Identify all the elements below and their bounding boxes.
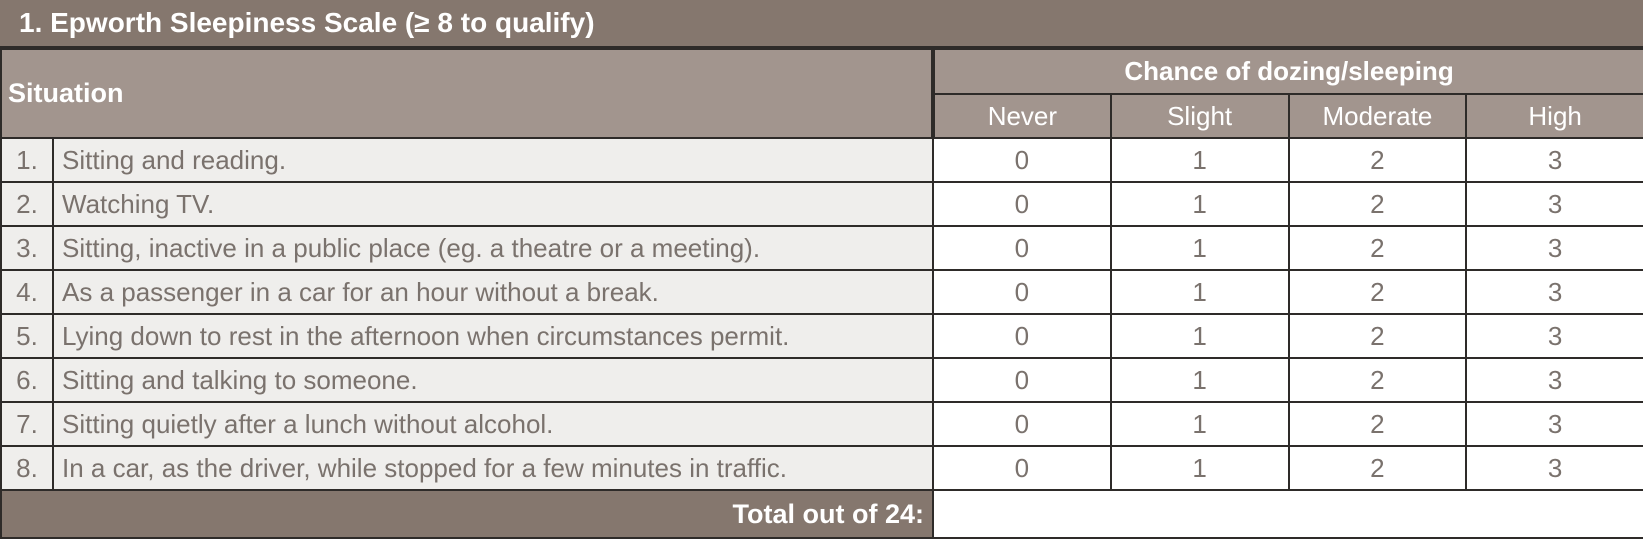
score-slight[interactable]: 1 — [1109, 357, 1290, 403]
score-never[interactable]: 0 — [932, 225, 1112, 271]
level-header-slight: Slight — [1109, 93, 1290, 139]
row-number: 2. — [0, 181, 54, 227]
situation-text: Watching TV. — [52, 181, 934, 227]
score-moderate[interactable]: 2 — [1287, 181, 1468, 227]
level-header-moderate: Moderate — [1287, 93, 1468, 139]
score-high[interactable]: 3 — [1465, 357, 1643, 403]
row-number: 3. — [0, 225, 54, 271]
score-never[interactable]: 0 — [932, 181, 1112, 227]
situation-row: 4. As a passenger in a car for an hour w… — [0, 269, 1643, 315]
situation-row: 8. In a car, as the driver, while stoppe… — [0, 445, 1643, 491]
level-header-high: High — [1465, 93, 1643, 139]
chance-header: Chance of dozing/sleeping — [931, 48, 1643, 95]
situation-text: As a passenger in a car for an hour with… — [52, 269, 934, 315]
score-moderate[interactable]: 2 — [1287, 445, 1468, 491]
row-number: 4. — [0, 269, 54, 315]
situation-row: 1. Sitting and reading. 0 1 2 3 — [0, 137, 1643, 183]
score-high[interactable]: 3 — [1465, 313, 1643, 359]
row-number: 6. — [0, 357, 54, 403]
situation-row: 6. Sitting and talking to someone. 0 1 2… — [0, 357, 1643, 403]
score-never[interactable]: 0 — [932, 401, 1112, 447]
score-never[interactable]: 0 — [932, 137, 1112, 183]
score-moderate[interactable]: 2 — [1287, 225, 1468, 271]
score-high[interactable]: 3 — [1465, 269, 1643, 315]
total-input[interactable] — [931, 489, 1643, 539]
situation-text: In a car, as the driver, while stopped f… — [52, 445, 934, 491]
score-never[interactable]: 0 — [932, 445, 1112, 491]
section-title: 1. Epworth Sleepiness Scale (≥ 8 to qual… — [0, 0, 1643, 48]
score-high[interactable]: 3 — [1465, 401, 1643, 447]
epworth-table: Situation Chance of dozing/sleeping Neve… — [0, 48, 1643, 539]
score-never[interactable]: 0 — [932, 269, 1112, 315]
score-moderate[interactable]: 2 — [1287, 137, 1468, 183]
situation-text: Sitting and talking to someone. — [52, 357, 934, 403]
score-moderate[interactable]: 2 — [1287, 313, 1468, 359]
situation-header: Situation — [0, 48, 935, 139]
situation-text: Lying down to rest in the afternoon when… — [52, 313, 934, 359]
row-number: 5. — [0, 313, 54, 359]
row-number: 8. — [0, 445, 54, 491]
score-high[interactable]: 3 — [1465, 225, 1643, 271]
score-high[interactable]: 3 — [1465, 445, 1643, 491]
situation-text: Sitting quietly after a lunch without al… — [52, 401, 934, 447]
situation-text: Sitting, inactive in a public place (eg.… — [52, 225, 934, 271]
score-moderate[interactable]: 2 — [1287, 357, 1468, 403]
total-label: Total out of 24: — [0, 489, 934, 539]
row-number: 1. — [0, 137, 54, 183]
situation-text: Sitting and reading. — [52, 137, 934, 183]
situation-row: 2. Watching TV. 0 1 2 3 — [0, 181, 1643, 227]
score-moderate[interactable]: 2 — [1287, 269, 1468, 315]
total-row: Total out of 24: — [0, 489, 1643, 539]
situation-row: 7. Sitting quietly after a lunch without… — [0, 401, 1643, 447]
score-slight[interactable]: 1 — [1109, 181, 1290, 227]
score-slight[interactable]: 1 — [1109, 445, 1290, 491]
score-high[interactable]: 3 — [1465, 181, 1643, 227]
situation-row: 5. Lying down to rest in the afternoon w… — [0, 313, 1643, 359]
score-slight[interactable]: 1 — [1109, 313, 1290, 359]
score-never[interactable]: 0 — [932, 357, 1112, 403]
score-slight[interactable]: 1 — [1109, 269, 1290, 315]
score-slight[interactable]: 1 — [1109, 137, 1290, 183]
score-slight[interactable]: 1 — [1109, 225, 1290, 271]
score-never[interactable]: 0 — [932, 313, 1112, 359]
situation-row: 3. Sitting, inactive in a public place (… — [0, 225, 1643, 271]
score-slight[interactable]: 1 — [1109, 401, 1290, 447]
score-moderate[interactable]: 2 — [1287, 401, 1468, 447]
score-high[interactable]: 3 — [1465, 137, 1643, 183]
row-number: 7. — [0, 401, 54, 447]
level-header-never: Never — [932, 93, 1112, 139]
